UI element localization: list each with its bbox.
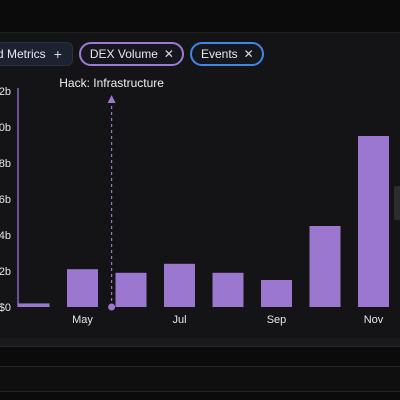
close-icon[interactable]: ✕ [243, 47, 254, 61]
events-chip[interactable]: Events ✕ [189, 42, 264, 66]
y-tick-label: 6b [0, 194, 11, 206]
bar [358, 136, 389, 307]
x-tick-label: May [72, 314, 93, 326]
bar [18, 303, 50, 307]
bar [261, 280, 292, 307]
y-tick-label: 2b [0, 86, 11, 98]
events-label: Events [200, 47, 238, 61]
metrics-toolbar: d Metrics + DEX Volume ✕ Events ✕ [0, 40, 264, 68]
x-tick-label: Sep [267, 314, 287, 326]
bar [212, 272, 244, 307]
metrics-label: d Metrics [0, 47, 46, 61]
timeline-scrollbar[interactable] [0, 338, 400, 347]
x-tick-label: Jul [172, 314, 186, 326]
y-tick-label: 4b [0, 230, 11, 242]
bar [115, 272, 147, 307]
y-tick-label: 0b [0, 122, 11, 134]
side-scroll-handle[interactable] [394, 186, 400, 220]
x-tick-label: Nov [364, 314, 384, 326]
footer-strip [0, 366, 400, 392]
y-tick-label: 8b [0, 158, 11, 170]
y-tick-label: 2b [0, 266, 11, 278]
event-annotation-label: Hack: Infrastructure [59, 76, 164, 90]
add-metric-button[interactable]: d Metrics + [0, 42, 73, 66]
event-arrow-icon [107, 95, 116, 103]
dex-volume-label: DEX Volume [89, 47, 158, 61]
bar [164, 263, 195, 307]
plus-icon: + [53, 46, 62, 62]
dex-volume-chip[interactable]: DEX Volume ✕ [78, 42, 184, 66]
bar [309, 226, 341, 307]
y-tick-label: $0 [0, 302, 11, 314]
event-dot [108, 303, 116, 311]
close-icon[interactable]: ✕ [163, 47, 174, 61]
bar [67, 269, 98, 307]
